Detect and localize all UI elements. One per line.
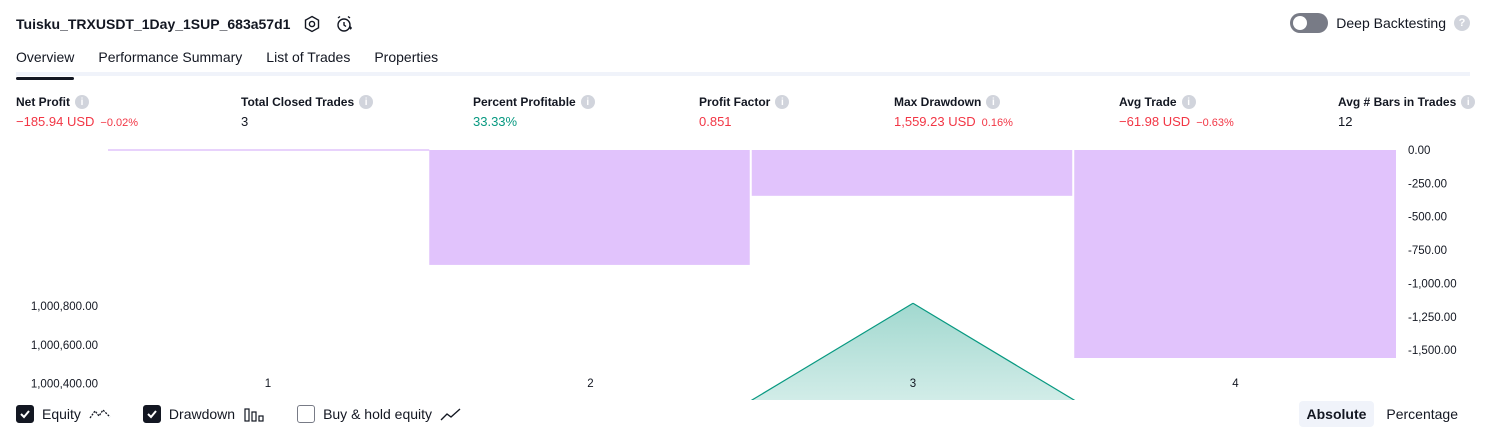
- drawdown-checkbox[interactable]: [142, 405, 161, 423]
- metric-label: Avg Trade: [1119, 95, 1177, 109]
- x-axis-tick-label: 3: [910, 378, 916, 390]
- info-icon[interactable]: i: [1181, 95, 1196, 109]
- legend-label: Buy & hold equity: [323, 406, 433, 422]
- metric-value: −61.98 USD: [1119, 114, 1191, 129]
- strategy-header: Tuisku_TRXUSDT_1Day_1SUP_683a57d1: [16, 12, 354, 36]
- metric-value: 33.33%: [473, 114, 518, 129]
- drawdown-bars-icon: [243, 406, 265, 422]
- legend-buy-hold-equity[interactable]: Buy & hold equity: [297, 405, 462, 423]
- right-axis-tick-label: -500.00: [1408, 212, 1447, 224]
- metric-label: Total Closed Trades: [241, 95, 355, 109]
- metric-percent: −0.63%: [1196, 117, 1234, 129]
- legend-drawdown[interactable]: Drawdown: [142, 405, 265, 423]
- x-axis-tick-label: 1: [265, 378, 271, 390]
- metric-label: Net Profit: [16, 95, 70, 109]
- deep-backtesting-label: Deep Backtesting: [1336, 15, 1446, 31]
- metric-max-drawdown: Max Drawdown i 1,559.23 USD 0.16%: [894, 94, 1013, 129]
- buy-hold-checkbox[interactable]: [297, 405, 316, 423]
- metric-value: 12: [1338, 114, 1353, 129]
- metric-avg-trade: Avg Trade i −61.98 USD −0.63%: [1119, 94, 1234, 129]
- equity-line-segment: [912, 302, 1076, 400]
- info-icon[interactable]: i: [1461, 95, 1476, 109]
- deep-backtesting: Deep Backtesting ?: [1290, 13, 1470, 33]
- tab-overview[interactable]: Overview: [16, 46, 75, 80]
- add-alert-icon[interactable]: [334, 14, 354, 34]
- info-icon[interactable]: i: [359, 95, 374, 109]
- deep-backtesting-toggle[interactable]: [1290, 13, 1329, 33]
- drawdown-bar: [1074, 150, 1396, 359]
- metric-total-closed-trades: Total Closed Trades i 3: [241, 94, 374, 129]
- equity-profit-fill: [752, 303, 913, 400]
- metric-label: Avg # Bars in Trades: [1338, 95, 1457, 109]
- metric-profit-factor: Profit Factor i 0.851: [699, 94, 790, 129]
- left-axis-tick-label: 1,000,800.00: [31, 301, 98, 313]
- buy-hold-line-icon: [440, 406, 462, 422]
- metric-percent: 0.16%: [981, 117, 1013, 129]
- chart-legend: Equity Drawdown Buy & hold equity: [16, 404, 462, 424]
- right-axis-tick-label: -1,250.00: [1408, 312, 1457, 324]
- right-axis-tick-label: -750.00: [1408, 245, 1447, 257]
- metric-label: Percent Profitable: [473, 95, 576, 109]
- drawdown-bar: [751, 150, 1073, 196]
- metric-percent-profitable: Percent Profitable i 33.33%: [473, 94, 595, 129]
- tab-list-of-trades[interactable]: List of Trades: [266, 49, 351, 65]
- right-axis-tick-label: -250.00: [1408, 178, 1447, 190]
- metric-value: 1,559.23 USD: [894, 114, 976, 129]
- equity-drawdown-chart: 1,000,800.001,000,600.001,000,400.001,00…: [31, 145, 1457, 400]
- metric-net-profit: Net Profit i −185.94 USD −0.02%: [16, 94, 138, 129]
- x-axis-tick-label: 4: [1232, 378, 1239, 390]
- metric-value: 0.851: [699, 114, 732, 129]
- legend-label: Drawdown: [168, 406, 236, 422]
- metric-value: 3: [241, 114, 249, 129]
- equity-line-icon: [89, 406, 111, 422]
- equity-line-segment: [750, 302, 914, 400]
- tab-properties[interactable]: Properties: [374, 49, 439, 65]
- metrics-row: Net Profit i −185.94 USD −0.02% Total Clos…: [16, 94, 1476, 130]
- drawdown-bar: [429, 150, 750, 265]
- absolute-button[interactable]: Absolute: [1298, 401, 1375, 427]
- strategy-name: Tuisku_TRXUSDT_1Day_1SUP_683a57d1: [16, 16, 291, 32]
- report-tabs: Overview Performance Summary List of Tra…: [16, 46, 1470, 80]
- metric-avg-bars-in-trades: Avg # Bars in Trades i 12: [1338, 94, 1476, 129]
- legend-label: Equity: [42, 406, 81, 422]
- info-icon[interactable]: i: [775, 95, 790, 109]
- settings-hex-icon[interactable]: [302, 14, 322, 34]
- percentage-button[interactable]: Percentage: [1386, 406, 1458, 422]
- info-icon[interactable]: i: [75, 95, 89, 109]
- value-mode-switch: Absolute Percentage: [1298, 401, 1467, 427]
- metric-label: Max Drawdown: [894, 95, 982, 109]
- metric-value: −185.94 USD: [16, 114, 95, 129]
- help-icon[interactable]: ?: [1454, 15, 1470, 31]
- tab-performance-summary[interactable]: Performance Summary: [98, 49, 243, 65]
- x-axis-tick-label: 2: [587, 378, 593, 390]
- metric-percent: −0.02%: [100, 117, 139, 129]
- info-icon[interactable]: i: [986, 95, 1001, 109]
- right-axis-tick-label: -1,000.00: [1408, 278, 1457, 290]
- equity-checkbox[interactable]: [16, 405, 34, 423]
- legend-equity[interactable]: Equity: [16, 405, 111, 423]
- left-axis-tick-label: 1,000,400.00: [31, 379, 98, 391]
- right-axis-tick-label: 0.00: [1408, 145, 1430, 157]
- right-axis-tick-label: -1,500.00: [1408, 345, 1457, 357]
- info-icon[interactable]: i: [580, 95, 595, 109]
- metric-label: Profit Factor: [699, 95, 771, 109]
- left-axis-tick-label: 1,000,600.00: [31, 340, 98, 352]
